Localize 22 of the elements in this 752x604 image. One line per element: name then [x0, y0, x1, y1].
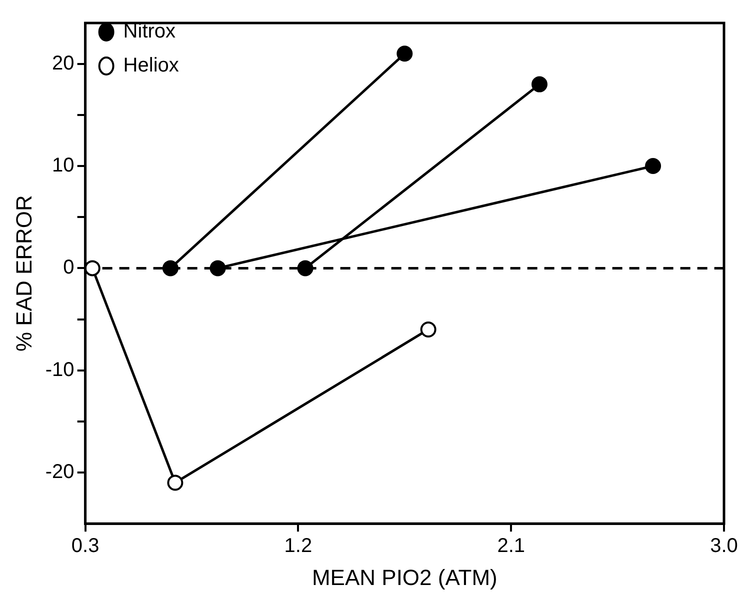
- x-axis-title: MEAN PIO2 (ATM): [312, 564, 498, 590]
- x-tick-label: 3.0: [710, 535, 738, 558]
- legend-label: Nitrox: [123, 20, 176, 43]
- x-tick-label: 1.2: [284, 535, 312, 558]
- point: [162, 260, 178, 276]
- y-tick-label: -20: [45, 461, 74, 484]
- point: [396, 46, 413, 62]
- x-tick-label: 2.1: [497, 535, 526, 558]
- point: [645, 158, 662, 174]
- point: [420, 321, 436, 338]
- point: [167, 474, 184, 491]
- point: [210, 260, 226, 276]
- x-tick-label: 0.3: [71, 535, 100, 558]
- point: [531, 76, 548, 92]
- y-tick-label: 20: [52, 52, 74, 74]
- y-axis-title: % EAD ERROR: [11, 195, 36, 352]
- point: [85, 260, 100, 276]
- y-tick-label: 10: [52, 154, 74, 177]
- point: [297, 260, 314, 276]
- y-tick-label: 0: [63, 256, 74, 279]
- legend-label: Heliox: [123, 54, 179, 77]
- y-tick-label: -10: [45, 358, 74, 381]
